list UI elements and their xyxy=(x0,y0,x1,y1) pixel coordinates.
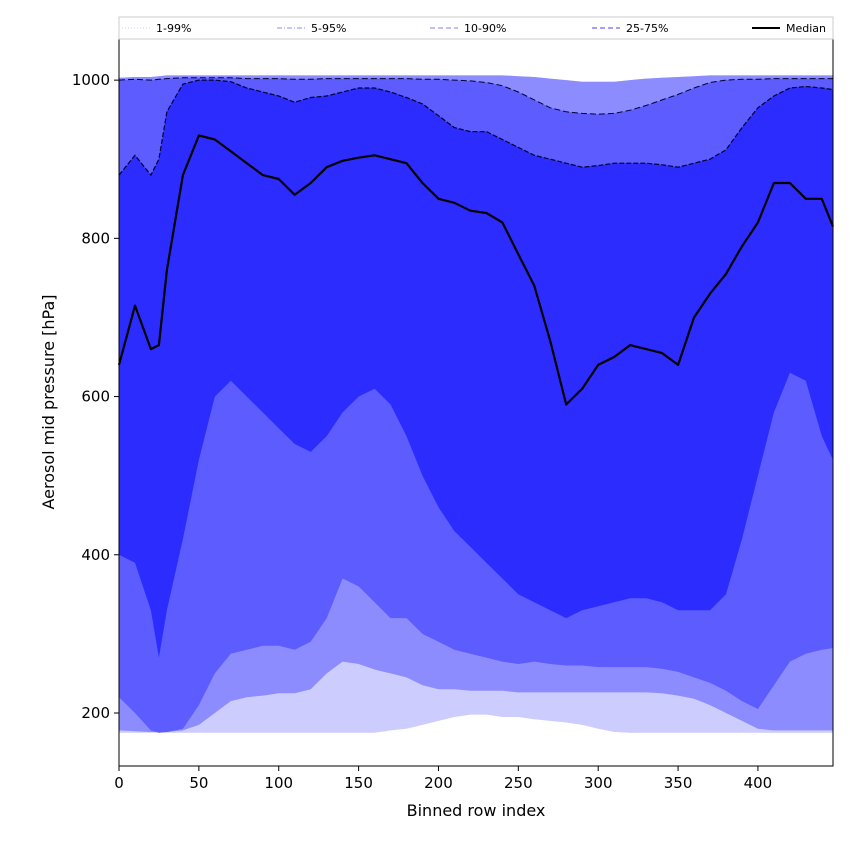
x-tick-label: 250 xyxy=(504,774,533,792)
legend-label: Median xyxy=(786,22,826,35)
x-tick-label: 300 xyxy=(584,774,613,792)
band-25-75 xyxy=(119,80,833,658)
legend-label: 10-90% xyxy=(464,22,506,35)
x-tick-label: 0 xyxy=(114,774,124,792)
y-tick-label: 600 xyxy=(81,388,110,406)
y-axis-ticks: 200 400 600 800 1000 xyxy=(72,71,119,722)
legend: 1-99% 5-95% 10-90% 25-75% Median xyxy=(118,16,834,40)
legend-label: 1-99% xyxy=(156,22,191,35)
y-tick-label: 1000 xyxy=(72,71,110,89)
y-tick-label: 800 xyxy=(81,229,110,247)
x-axis-ticks: 0 50 100 150 200 250 300 350 400 xyxy=(114,766,772,792)
median-layer xyxy=(117,134,835,406)
y-axis-label: Aerosol mid pressure [hPa] xyxy=(39,294,58,509)
median-line xyxy=(117,134,835,406)
line-10-90-upper xyxy=(118,77,833,115)
legend-box xyxy=(118,16,834,40)
x-tick-label: 100 xyxy=(264,774,293,792)
x-axis-label: Binned row index xyxy=(407,801,546,820)
y-tick-label: 200 xyxy=(81,704,110,722)
legend-label: 25-75% xyxy=(626,22,668,35)
percentile-bands xyxy=(118,75,834,733)
line-25-75-upper xyxy=(118,79,834,177)
x-tick-label: 50 xyxy=(189,774,208,792)
legend-label: 5-95% xyxy=(311,22,346,35)
x-tick-label: 400 xyxy=(744,774,773,792)
x-tick-label: 200 xyxy=(424,774,453,792)
x-tick-label: 350 xyxy=(664,774,693,792)
y-tick-label: 400 xyxy=(81,546,110,564)
x-tick-label: 150 xyxy=(344,774,373,792)
